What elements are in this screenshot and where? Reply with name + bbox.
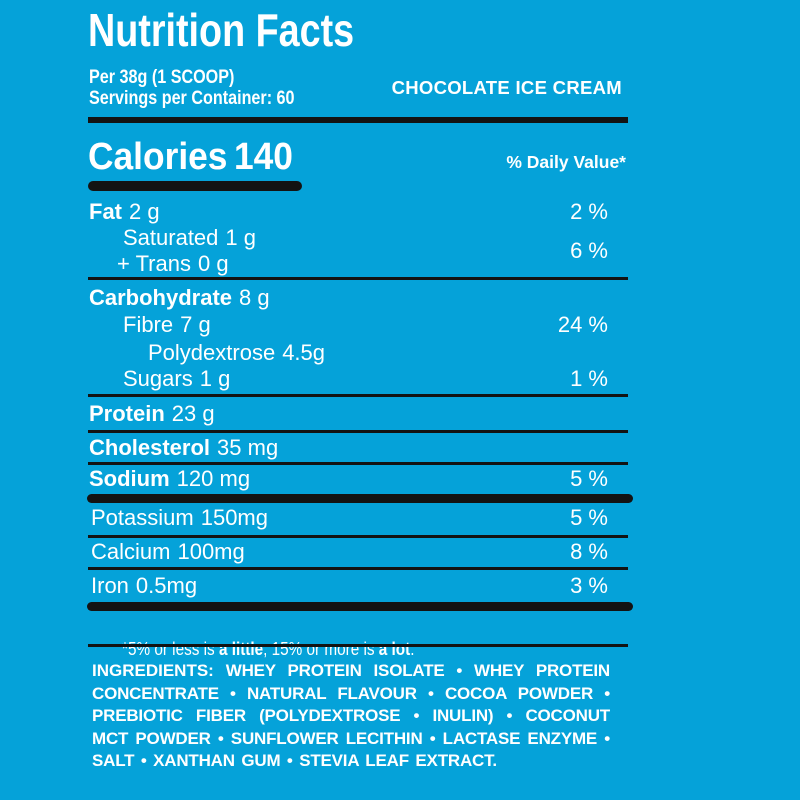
calcium-dv: 8 %: [570, 539, 608, 564]
saturated-trans-dv: 6 %: [570, 238, 608, 263]
ingredients-label: INGREDIENTS:: [92, 661, 214, 680]
calcium-row: Calcium 100mg: [91, 539, 245, 564]
calories-underline-bar: [88, 181, 302, 191]
divider-after-footnote: [88, 644, 628, 647]
fibre-dv: 24 %: [557, 312, 608, 337]
ingredients-block: INGREDIENTS: WHEY PROTEIN ISOLATE • WHEY…: [92, 660, 610, 773]
serving-size: Per 38g (1 SCOOP): [89, 67, 235, 88]
title-text: Nutrition Facts: [88, 4, 355, 56]
page-title: Nutrition Facts: [88, 4, 413, 56]
section-bar-footnote: [87, 602, 633, 611]
header-divider-bar: [88, 117, 628, 123]
carbohydrate-row: Carbohydrate 8 g: [89, 285, 270, 310]
fibre-row: Fibre 7 g: [123, 312, 211, 337]
iron-row: Iron 0.5mg: [91, 573, 198, 598]
protein-row: Protein 23 g: [89, 401, 215, 426]
sugars-row: Sugars 1 g: [123, 366, 231, 391]
ingredients-text: WHEY PROTEIN ISOLATE • WHEY PROTEIN CONC…: [92, 661, 610, 771]
calories-value: 140: [233, 136, 293, 178]
divider-after-protein: [88, 430, 628, 433]
sodium-dv: 5 %: [570, 466, 608, 491]
divider-after-calcium: [88, 567, 628, 570]
polydextrose-row: Polydextrose 4.5g: [148, 340, 326, 365]
daily-value-header: % Daily Value*: [506, 152, 626, 172]
divider-after-potassium: [88, 535, 628, 538]
potassium-dv: 5 %: [570, 505, 608, 530]
servings-per-container: Servings per Container: 60: [89, 88, 295, 109]
divider-after-carbohydrate: [88, 394, 628, 397]
divider-after-cholesterol: [88, 462, 628, 465]
flavor-name: CHOCOLATE ICE CREAM: [391, 77, 622, 98]
trans-fat-row: + Trans 0 g: [117, 251, 229, 276]
fat-dv: 2 %: [570, 199, 608, 224]
calories-row: Calories 140: [88, 137, 308, 177]
sodium-row: Sodium 120 mg: [89, 466, 251, 491]
saturated-fat-row: Saturated 1 g: [123, 225, 256, 250]
divider-after-fat: [88, 277, 628, 280]
cholesterol-row: Cholesterol 35 mg: [89, 435, 279, 460]
section-bar-minerals: [87, 494, 633, 503]
sugars-dv: 1 %: [570, 366, 608, 391]
fat-row: Fat 2 g: [89, 199, 160, 224]
iron-dv: 3 %: [570, 573, 608, 598]
calories-label: Calories: [88, 136, 228, 178]
potassium-row: Potassium 150mg: [91, 505, 268, 530]
